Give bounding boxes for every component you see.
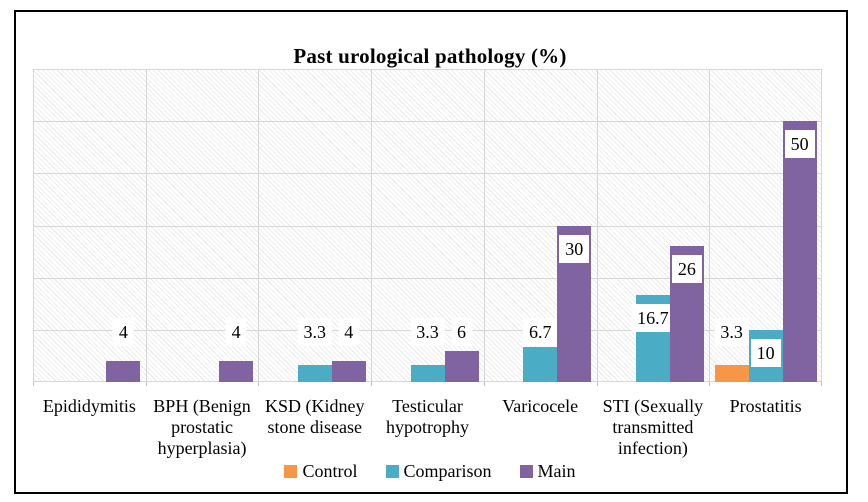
- plot-area: 3.3 3.3 3.3 6.7 16.7 10 4 4 4 6 30 26 50: [33, 69, 822, 382]
- value-label-main-3: 4: [338, 318, 360, 346]
- bar-comparison-5: [523, 347, 558, 382]
- category-axis-tick: [371, 382, 372, 386]
- value-label-main-2: 4: [225, 318, 247, 346]
- bar-comparison-4: [410, 364, 445, 382]
- legend-label: Control: [302, 461, 358, 481]
- legend-item-comparison: Comparison: [385, 460, 492, 482]
- category-label-6: STI (Sexually transmitted infection): [602, 396, 704, 458]
- bar-main-1: [106, 361, 141, 382]
- chart-title: Past urological pathology (%): [293, 44, 567, 69]
- value-label-main-7: 50: [784, 130, 815, 159]
- x-axis-category-labels: Epididymitis BPH (Benign prostatic hyperp…: [0, 396, 868, 462]
- horizontal-gridline: [33, 69, 822, 70]
- category-label-5: Varicocele: [502, 396, 579, 416]
- vertical-gridline: [33, 69, 34, 382]
- value-label-main-6: 26: [671, 255, 702, 284]
- category-label-2: BPH (Benign prostatic hyperplasia): [153, 396, 251, 458]
- value-label-main-4: 6: [451, 318, 472, 346]
- bar-main-3: [331, 361, 366, 382]
- vertical-gridline: [821, 69, 822, 382]
- category-label-1: Epididymitis: [42, 396, 136, 416]
- value-label-comparison-6: 16.7: [631, 303, 675, 332]
- horizontal-gridline: [33, 226, 822, 227]
- legend-item-main: Main: [519, 460, 576, 482]
- category-axis-tick: [146, 382, 147, 386]
- horizontal-gridline: [33, 121, 822, 122]
- bar-comparison-3: [297, 364, 332, 382]
- bar-main-2: [219, 361, 254, 382]
- legend-label: Comparison: [403, 461, 492, 481]
- category-axis-tick: [258, 382, 259, 386]
- vertical-gridline: [258, 69, 259, 382]
- horizontal-gridline: [33, 173, 822, 174]
- category-axis-tick: [484, 382, 485, 386]
- value-label-comparison-7: 10: [750, 338, 781, 367]
- vertical-gridline: [709, 69, 710, 382]
- value-label-comparison-5: 6.7: [522, 318, 558, 346]
- category-label-4: Testicular hypotrophy: [385, 396, 469, 437]
- horizontal-gridline: [33, 278, 822, 279]
- value-label-control-7: 3.3: [714, 318, 749, 346]
- value-label-main-5: 30: [559, 234, 590, 263]
- bar-main-4: [444, 350, 479, 382]
- category-axis-tick: [597, 382, 598, 386]
- legend: Control Comparison Main: [14, 460, 846, 482]
- legend-color-swatch: [284, 464, 298, 478]
- vertical-gridline: [484, 69, 485, 382]
- legend-color-swatch: [519, 464, 533, 478]
- value-label-main-1: 4: [112, 318, 134, 346]
- value-label-comparison-4: 3.3: [410, 318, 445, 346]
- value-label-comparison-3: 3.3: [297, 318, 333, 346]
- category-axis-tick: [709, 382, 710, 386]
- category-axis-tick: [821, 382, 822, 386]
- vertical-gridline: [146, 69, 147, 382]
- legend-item-control: Control: [284, 460, 358, 482]
- category-label-3: KSD (Kidney stone disease: [265, 396, 365, 437]
- bar-control-7: [714, 364, 749, 382]
- vertical-gridline: [597, 69, 598, 382]
- bar-main-7: [782, 121, 817, 382]
- category-axis-tick: [33, 382, 34, 386]
- vertical-gridline: [371, 69, 372, 382]
- legend-label: Main: [537, 461, 576, 481]
- category-label-7: Prostatitis: [729, 396, 802, 416]
- legend-color-swatch: [385, 464, 399, 478]
